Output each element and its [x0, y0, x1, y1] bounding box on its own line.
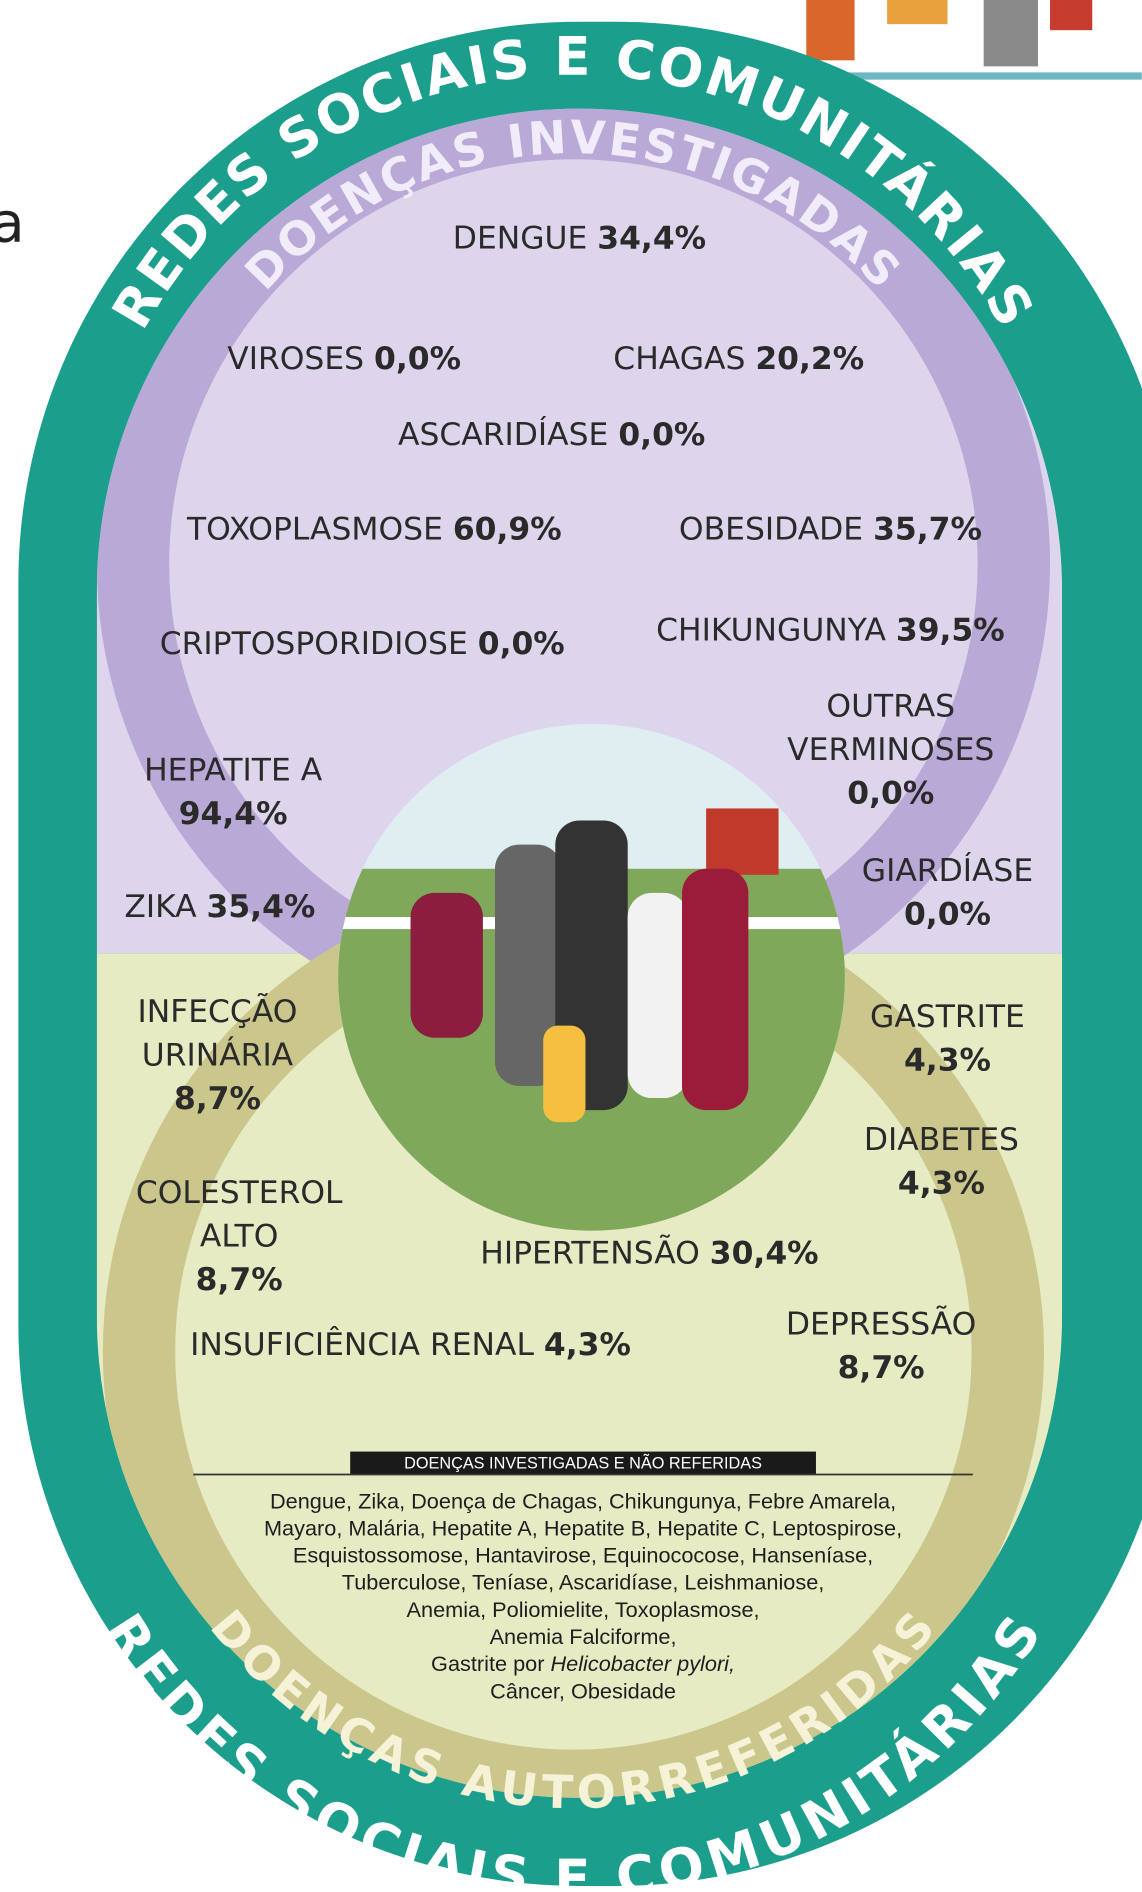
- item-value: 0,0%: [618, 417, 705, 453]
- item-value: 0,0%: [847, 776, 934, 812]
- item-label: HIPERTENSÃO: [480, 1233, 700, 1271]
- cut-text: a: [0, 190, 25, 255]
- item-label: OUTRAS: [826, 689, 955, 725]
- item-value: 0,0%: [374, 341, 461, 377]
- item-label: HEPATITE A: [144, 753, 323, 789]
- item-label: CHIKUNGUNYA: [656, 613, 886, 649]
- item-value: 0,0%: [904, 896, 991, 932]
- list-line: Mayaro, Malária, Hepatite A, Hepatite B,…: [264, 1515, 902, 1540]
- item-value: 8,7%: [838, 1350, 925, 1386]
- item-label: ALTO: [200, 1218, 278, 1254]
- items: DENGUE 34,4% VIROSES 0,0% CHAGAS 20,2% ASCA…: [124, 221, 1033, 1704]
- item-value: 4,3%: [904, 1042, 991, 1078]
- item-value: 20,2%: [755, 341, 864, 377]
- item-label: CHAGAS: [613, 341, 745, 377]
- item-label: COLESTEROL: [136, 1175, 343, 1211]
- item-value: 34,4%: [597, 221, 706, 257]
- item: HIPERTENSÃO 30,4%: [480, 1233, 818, 1271]
- list-line: Dengue, Zika, Doença de Chagas, Chikungu…: [270, 1488, 896, 1513]
- item: INSUFICIÊNCIA RENAL 4,3%: [190, 1325, 631, 1363]
- item-label: URINÁRIA: [142, 1035, 294, 1073]
- item-label: GASTRITE: [870, 999, 1025, 1035]
- item-label: INFECÇÃO: [137, 992, 297, 1030]
- item-value: 30,4%: [710, 1235, 819, 1271]
- item-label: DENGUE: [453, 221, 587, 257]
- item: CHAGAS 20,2%: [613, 341, 864, 377]
- item-label: VERMINOSES: [787, 732, 994, 768]
- family-illustration: [338, 723, 845, 1231]
- list-line: Câncer, Obesidade: [490, 1678, 676, 1703]
- item-label: ASCARIDÍASE: [398, 415, 608, 453]
- item-label: DIABETES: [864, 1122, 1019, 1158]
- item-value: 0,0%: [478, 626, 565, 662]
- item: OBESIDADE 35,7%: [679, 511, 982, 547]
- item-value: 39,5%: [896, 613, 1005, 649]
- item-value: 35,4%: [207, 889, 316, 925]
- item-label: GIARDÍASE: [862, 851, 1033, 889]
- item-value: 4,3%: [544, 1327, 631, 1363]
- item-label: VIROSES: [227, 341, 364, 377]
- item-label: INSUFICIÊNCIA RENAL: [190, 1325, 534, 1363]
- item: ASCARIDÍASE 0,0%: [398, 415, 705, 453]
- list-line: Tuberculose, Teníase, Ascaridíase, Leish…: [342, 1570, 825, 1595]
- item-value: 35,7%: [873, 511, 982, 547]
- item: ZIKA 35,4%: [124, 889, 315, 925]
- item-value: 4,3%: [898, 1165, 985, 1201]
- list-line: Anemia Falciforme,: [490, 1624, 677, 1649]
- list-heading-box: [350, 1451, 816, 1475]
- item: CHIKUNGUNYA 39,5%: [656, 613, 1005, 649]
- item-label: ZIKA: [124, 889, 197, 925]
- item: TOXOPLASMOSE 60,9%: [186, 511, 562, 547]
- item: DENGUE 34,4%: [453, 221, 706, 257]
- item-value: 8,7%: [174, 1081, 261, 1117]
- item: CRIPTOSPORIDIOSE 0,0%: [160, 626, 565, 662]
- item-value: 94,4%: [179, 796, 288, 832]
- list-part: Gastrite por: [431, 1651, 550, 1676]
- item-value: 60,9%: [453, 511, 562, 547]
- item-label: OBESIDADE: [679, 511, 863, 547]
- item-label: DEPRESSÃO: [786, 1305, 976, 1343]
- people-illustration: [784, 0, 1142, 80]
- item-label: TOXOPLASMOSE: [186, 511, 443, 547]
- list-heading: DOENÇAS INVESTIGADAS E NÃO REFERIDAS: [404, 1452, 762, 1472]
- item: VIROSES 0,0%: [227, 341, 461, 377]
- list-line: Esquistossomose, Hantavirose, Equinococo…: [293, 1543, 873, 1568]
- list-line: Anemia, Poliomielite, Toxoplasmose,: [407, 1597, 760, 1622]
- list-part: Helicobacter pylori,: [550, 1651, 735, 1676]
- item-label: CRIPTOSPORIDIOSE: [160, 626, 468, 662]
- item-value: 8,7%: [196, 1262, 283, 1298]
- list-line: Gastrite por Helicobacter pylori,: [431, 1651, 735, 1676]
